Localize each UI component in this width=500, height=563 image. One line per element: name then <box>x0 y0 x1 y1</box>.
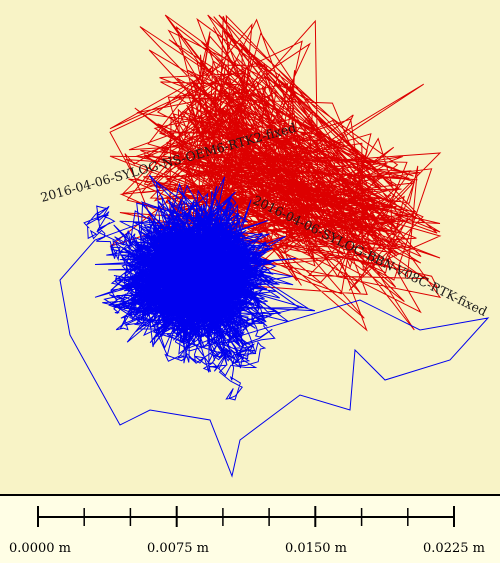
scale-label-3: 0.0225 m <box>423 541 485 556</box>
plot-divider <box>0 494 500 496</box>
series-trace-bbn-v08c-walk <box>59 196 490 478</box>
trajectory-plot: 2016-04-06-SYLOG-NS-OEM6-RTK2-fixed 2016… <box>39 14 490 478</box>
scale-bar <box>37 506 455 527</box>
scale-label-1: 0.0075 m <box>147 541 209 556</box>
scale-label-0: 0.0000 m <box>9 541 71 556</box>
plot-area: 2016-04-06-SYLOG-NS-OEM6-RTK2-fixed 2016… <box>0 0 500 495</box>
scale-label-2: 0.0150 m <box>285 541 347 556</box>
